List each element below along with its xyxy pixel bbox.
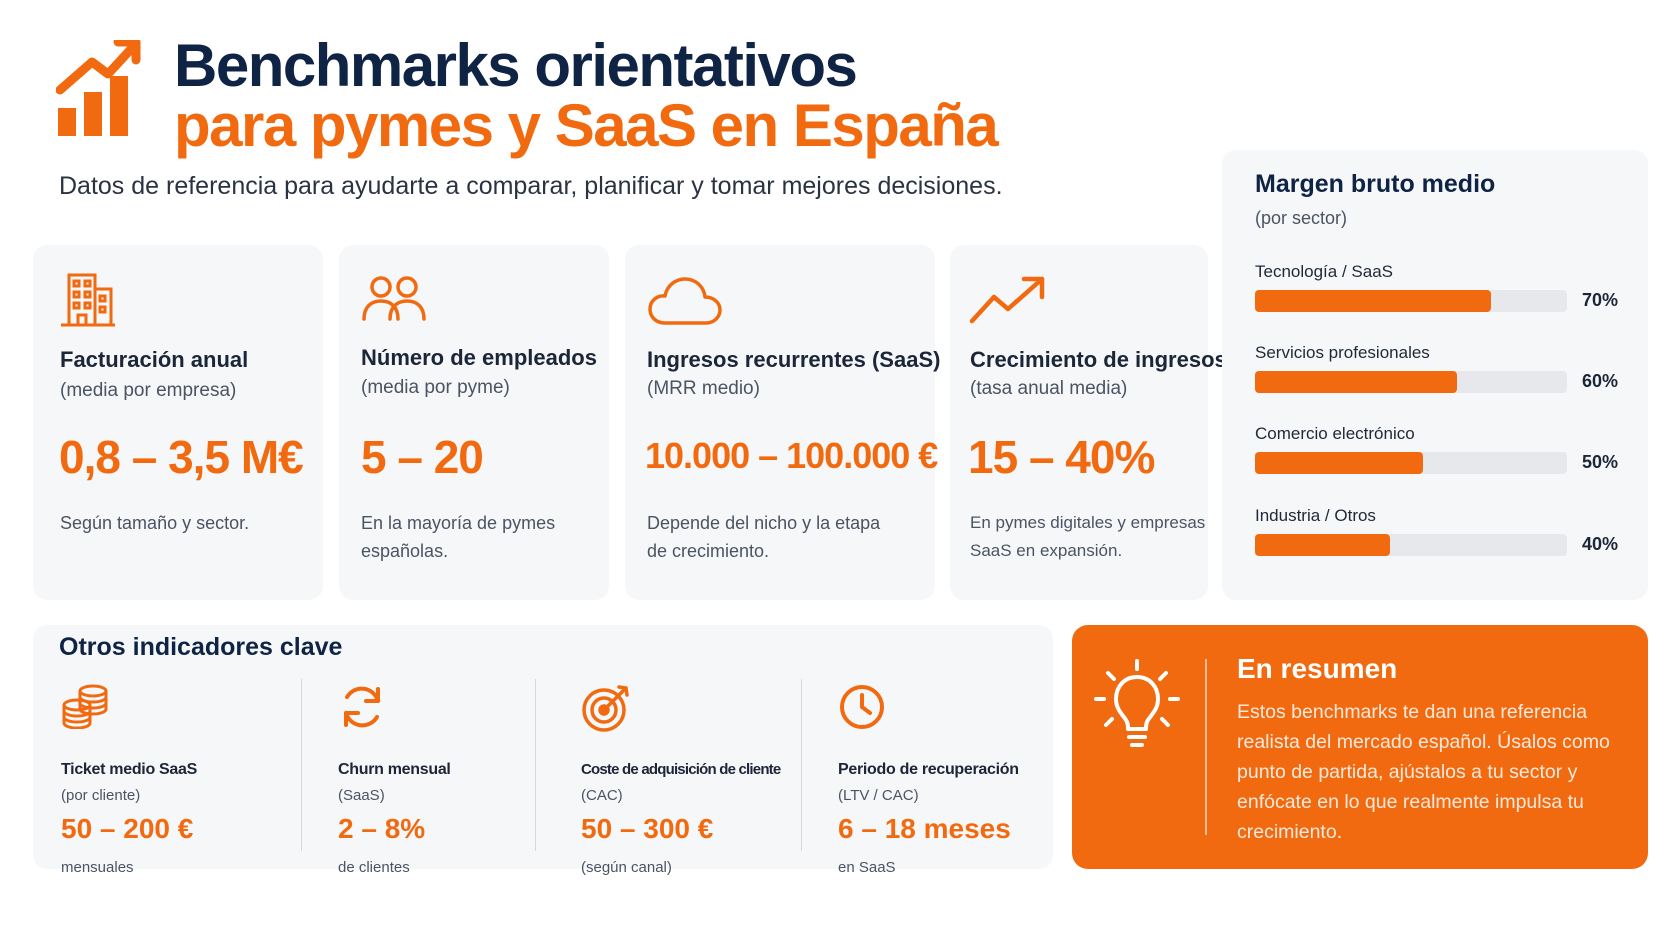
refresh-icon	[338, 683, 386, 736]
resumen-title: En resumen	[1237, 653, 1398, 684]
bar-label: Servicios profesionales	[1255, 343, 1430, 362]
bar-track	[1255, 371, 1567, 393]
bar-track	[1255, 452, 1567, 474]
kpi-subtitle: (por cliente)	[61, 787, 141, 804]
target-icon	[581, 683, 631, 738]
bar-label: Tecnología / SaaS	[1255, 262, 1393, 281]
resumen-panel: En resumen Estos benchmarks te dan una r…	[1072, 625, 1648, 869]
kpi-subtitle: (SaaS)	[338, 787, 385, 804]
bar-fill	[1255, 371, 1458, 393]
cloud-icon	[647, 275, 723, 332]
resumen-text: Estos benchmarks te dan una referencia r…	[1237, 701, 1610, 843]
page-title-line1: Benchmarks orientativos	[174, 32, 858, 99]
card-value: 0,8 – 3,5 M€	[59, 431, 304, 483]
bar-value: 70%	[1582, 290, 1619, 310]
kpi-value: 50 – 200 €	[61, 813, 194, 844]
kpi-note: (según canal)	[581, 859, 672, 876]
kpi-title: Coste de adquisición de cliente	[581, 761, 781, 778]
card-title: Facturación anual	[60, 347, 249, 372]
page-title-line2: para pymes y SaaS en España	[174, 92, 999, 159]
kpi-title: Ticket medio SaaS	[61, 761, 198, 778]
card-note: En pymes digitales y empresas SaaS en ex…	[970, 513, 1206, 560]
card-note: En la mayoría de pymes españolas.	[361, 513, 556, 561]
card-value: 5 – 20	[361, 431, 484, 483]
card-facturacion: Facturación anual (media por empresa) 0,…	[33, 245, 323, 600]
trend-up-icon	[968, 273, 1048, 330]
bar-track	[1255, 290, 1567, 312]
card-title: Ingresos recurrentes (SaaS)	[647, 347, 941, 372]
kpi-note: de clientes	[338, 859, 410, 876]
building-icon	[59, 271, 117, 332]
bar-value: 60%	[1582, 371, 1619, 391]
card-ingresos-recurrentes: Ingresos recurrentes (SaaS) (MRR medio) …	[625, 245, 940, 600]
card-subtitle: (tasa anual media)	[970, 378, 1128, 399]
otros-indicadores-title: Otros indicadores clave	[59, 633, 343, 661]
card-crecimiento: Crecimiento de ingresos (tasa anual medi…	[950, 245, 1227, 600]
kpi-note: mensuales	[61, 859, 134, 876]
card-subtitle: (media por pyme)	[361, 377, 510, 398]
card-empleados: Número de empleados (media por pyme) 5 –…	[339, 245, 609, 600]
margen-bruto-subtitle: (por sector)	[1255, 208, 1348, 228]
kpi-title: Churn mensual	[338, 761, 451, 778]
otros-indicadores-panel: Otros indicadores clave Ticket medio Saa…	[33, 625, 1053, 876]
lightbulb-icon	[1094, 659, 1180, 756]
kpi-note: en SaaS	[838, 859, 896, 876]
kpi-title: Periodo de recuperación	[838, 761, 1019, 778]
bar-fill	[1255, 534, 1390, 556]
card-subtitle: (media por empresa)	[60, 380, 237, 401]
kpi-value: 2 – 8%	[338, 813, 426, 844]
card-title: Número de empleados	[361, 345, 597, 370]
card-subtitle: (MRR medio)	[647, 378, 760, 399]
clock-icon	[838, 683, 886, 736]
kpi-subtitle: (CAC)	[581, 787, 623, 804]
card-title: Crecimiento de ingresos	[970, 347, 1227, 372]
page-subtitle: Datos de referencia para ayudarte a comp…	[59, 172, 1003, 200]
margen-bruto-card: Margen bruto medio (por sector) Tecnolog…	[1222, 150, 1648, 600]
kpi-value: 50 – 300 €	[581, 813, 714, 844]
card-value: 15 – 40%	[968, 431, 1155, 483]
card-value: 10.000 – 100.000 €	[645, 435, 938, 476]
card-note: Según tamaño y sector.	[60, 513, 250, 533]
card-note: Depende del nicho y la etapa de crecimie…	[647, 513, 881, 561]
bar-fill	[1255, 452, 1424, 474]
divider	[1205, 659, 1207, 835]
growth-chart-icon	[55, 37, 144, 148]
divider	[535, 679, 536, 851]
kpi-value: 6 – 18 meses	[838, 813, 1011, 844]
divider	[801, 679, 802, 851]
kpi-subtitle: (LTV / CAC)	[838, 787, 919, 804]
coins-icon	[61, 683, 109, 734]
bar-label: Industria / Otros	[1255, 506, 1376, 525]
people-icon	[361, 275, 427, 326]
margen-bruto-title: Margen bruto medio	[1255, 170, 1496, 198]
bar-label: Comercio electrónico	[1255, 424, 1415, 443]
bar-value: 40%	[1582, 534, 1619, 554]
bar-value: 50%	[1582, 452, 1619, 472]
bar-fill	[1255, 290, 1491, 312]
bar-track	[1255, 534, 1567, 556]
divider	[301, 679, 302, 851]
